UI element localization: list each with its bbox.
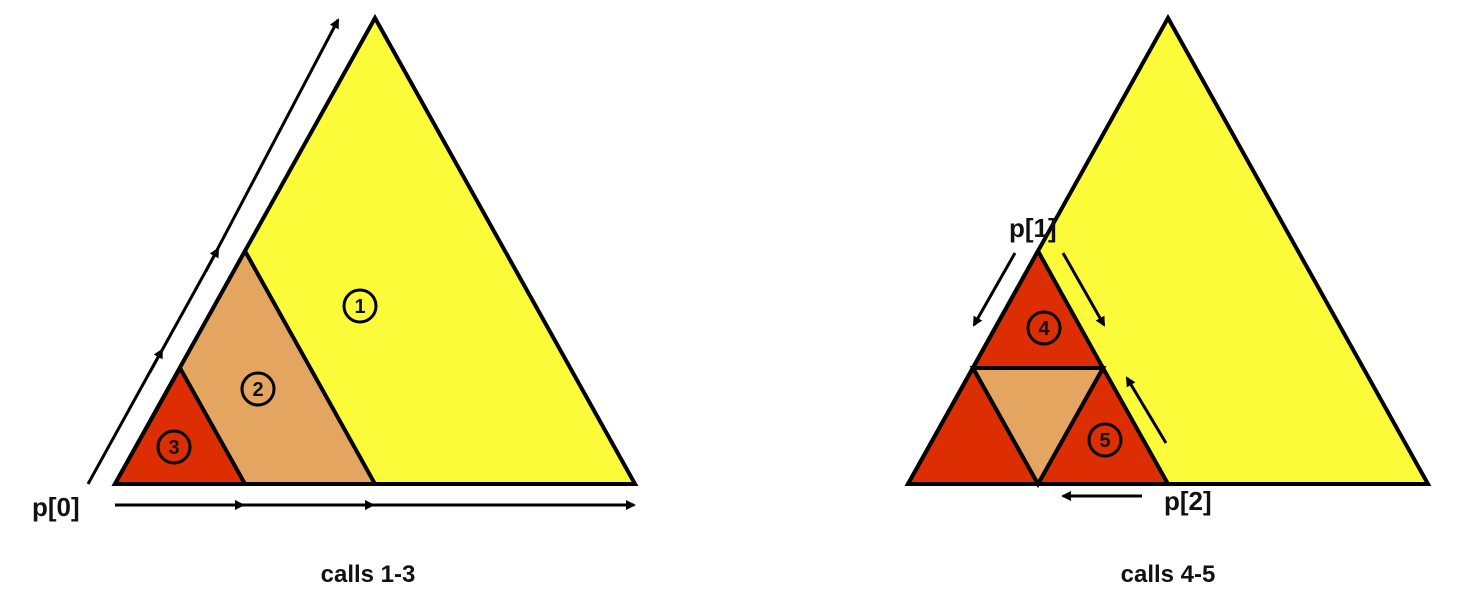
right-panel: 4 5 p[1] p[2] calls 4-5 (904, 13, 1432, 588)
region-2-marker: 2 (240, 371, 276, 407)
region-3-label: 3 (168, 437, 179, 459)
p1-label: p[1] (1009, 213, 1057, 243)
p0-label: p[0] (32, 492, 80, 522)
left-edge-arrow-icon (86, 18, 340, 485)
region-3-red-triangle (111, 363, 249, 486)
region-4-label: 4 (1038, 318, 1050, 340)
region-3-marker: 3 (156, 429, 192, 465)
region-5-marker: 5 (1087, 422, 1123, 458)
right-caption: calls 4-5 (1121, 561, 1216, 588)
region-5-label: 5 (1099, 430, 1110, 452)
left-panel: 1 2 3 p[0] calls 1-3 (32, 13, 639, 588)
right-edge-up-arrow-icon (1125, 376, 1168, 444)
p1-left-arrow-icon (972, 252, 1017, 327)
region-2-label: 2 (252, 379, 263, 401)
left-caption: calls 1-3 (321, 561, 416, 588)
region-1-marker: 1 (342, 288, 378, 324)
p2-label: p[2] (1164, 486, 1212, 516)
center-orange-triangle (969, 366, 1107, 489)
region-1-label: 1 (354, 296, 365, 318)
region-4-marker: 4 (1026, 310, 1062, 346)
p1-right-arrow-icon (1061, 252, 1106, 327)
